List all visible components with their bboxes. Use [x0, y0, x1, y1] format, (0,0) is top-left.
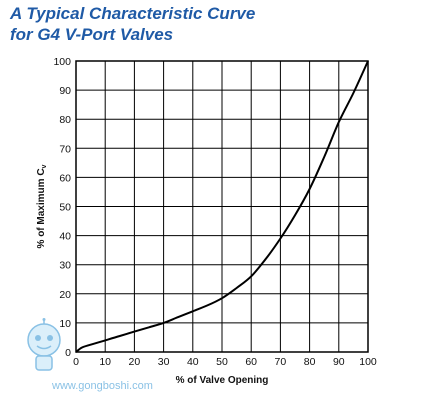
x-axis-label: % of Valve Opening: [176, 375, 269, 386]
y-tick-label: 70: [59, 143, 71, 155]
x-tick-label: 30: [158, 356, 170, 368]
x-tick-label: 0: [73, 356, 79, 368]
x-tick-label: 60: [245, 356, 257, 368]
x-tick-label: 40: [187, 356, 199, 368]
y-axis-label: % of Maximum Cv: [36, 164, 48, 248]
y-tick-label: 90: [59, 85, 71, 97]
chart-title-line-1: A Typical Characteristic Curve: [10, 4, 256, 23]
plot-frame: [75, 60, 369, 353]
x-tick-label: 50: [216, 356, 228, 368]
y-tick-label: 20: [59, 289, 71, 301]
x-tick-label: 70: [275, 356, 287, 368]
chart-title-line-2: for G4 V-Port Valves: [10, 25, 174, 44]
chart-title: A Typical Characteristic Curve for G4 V-…: [10, 3, 255, 45]
x-tick-label: 80: [304, 356, 316, 368]
characteristic-curve-line: [75, 60, 369, 353]
y-axis-label-subscript: v: [41, 164, 48, 168]
y-axis-ticks: 0 10 20 30 40 50 60 70 80 90 100: [53, 56, 71, 359]
x-tick-label: 100: [359, 356, 377, 368]
y-tick-label: 10: [59, 318, 71, 330]
x-axis-ticks: 0 10 20 30 40 50 60 70 80 90 100: [73, 356, 377, 368]
y-tick-label: 0: [65, 347, 71, 359]
y-tick-label: 40: [59, 231, 71, 243]
y-tick-label: 50: [59, 202, 71, 214]
y-tick-label: 60: [59, 172, 71, 184]
chart-grid: [76, 61, 368, 352]
y-tick-label: 100: [53, 56, 71, 68]
y-tick-label: 30: [59, 260, 71, 272]
y-tick-label: 80: [59, 114, 71, 126]
x-tick-label: 10: [99, 356, 111, 368]
y-axis-label-main: % of Maximum C: [36, 168, 47, 248]
x-tick-label: 20: [129, 356, 141, 368]
x-tick-label: 90: [333, 356, 345, 368]
